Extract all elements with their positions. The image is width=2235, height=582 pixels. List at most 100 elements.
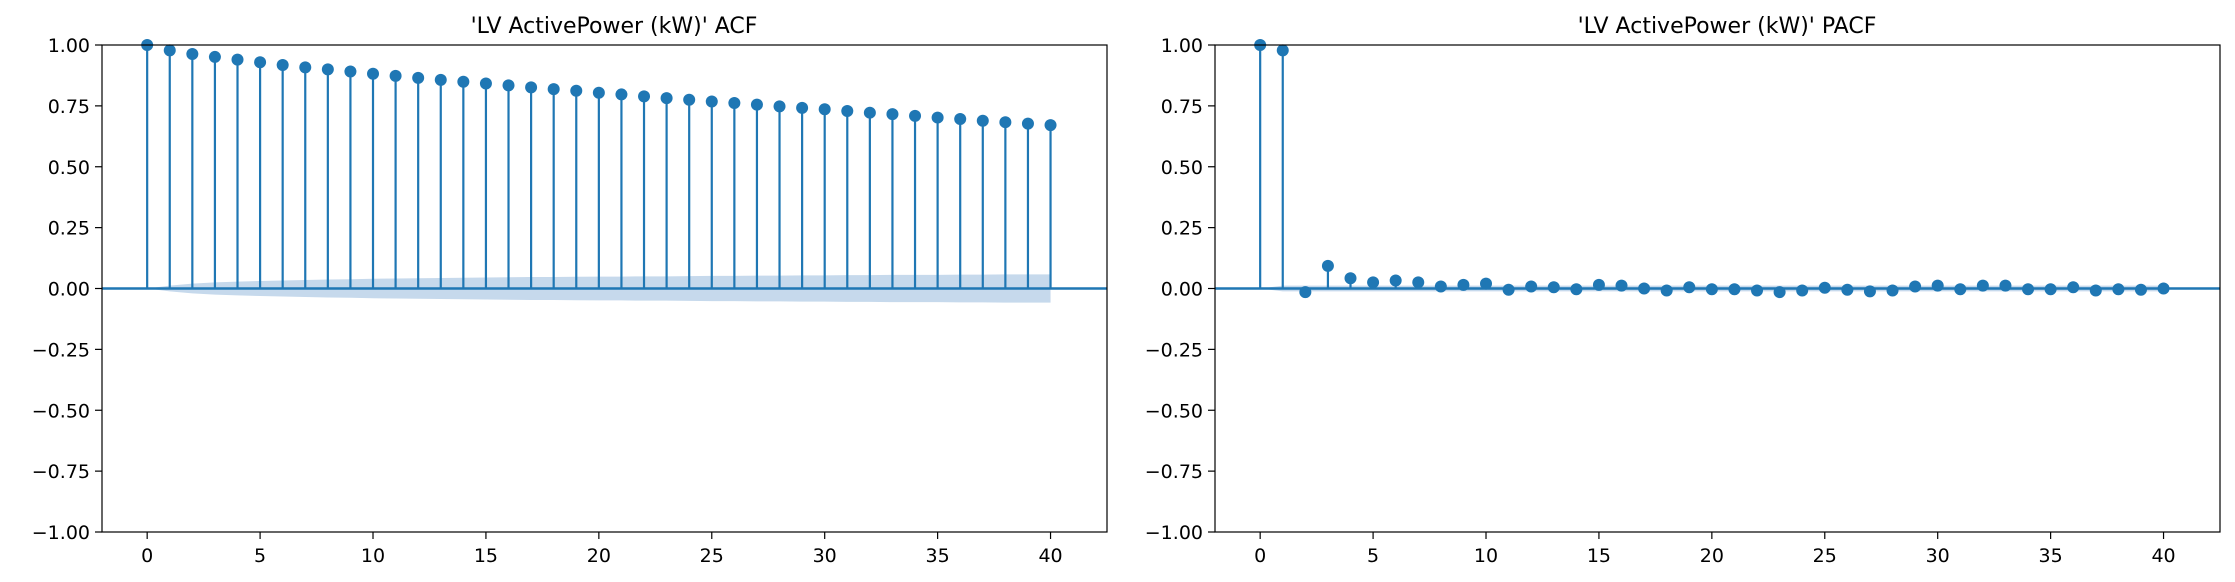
pacf-point	[1344, 272, 1357, 285]
pacf-point	[2112, 283, 2125, 296]
pacf-point	[1999, 279, 2012, 292]
pacf-point	[1863, 285, 1876, 298]
pacf-x-tick-label: 40	[2151, 545, 2175, 567]
pacf-point	[1683, 281, 1696, 294]
acf-point	[412, 71, 425, 84]
acf-point	[954, 113, 967, 126]
pacf-point	[1705, 283, 1718, 296]
acf-x-tick-label: 25	[700, 545, 724, 567]
acf-point	[909, 109, 922, 122]
pacf-point	[1773, 286, 1786, 299]
pacf-point	[2134, 283, 2147, 296]
pacf-point	[1909, 280, 1922, 293]
pacf-point	[1570, 283, 1583, 296]
acf-point	[999, 116, 1012, 129]
acf-x-tick-label: 10	[361, 545, 385, 567]
pacf-point	[1502, 283, 1515, 296]
acf-point	[254, 56, 267, 69]
pacf-point	[2157, 282, 2170, 295]
acf-point	[547, 83, 560, 96]
pacf-point	[1276, 44, 1289, 57]
acf-point	[841, 104, 854, 117]
acf-y-tick-label: −0.50	[32, 400, 90, 422]
acf-y-tick-label: −1.00	[32, 522, 90, 544]
acf-point	[863, 106, 876, 119]
acf-y-tick-label: 1.00	[48, 35, 90, 57]
pacf-y-tick-label: 0.00	[1161, 279, 1203, 301]
pacf-point	[2089, 284, 2102, 297]
acf-point	[321, 63, 334, 76]
acf-x-tick-label: 0	[141, 545, 153, 567]
pacf-point	[1434, 280, 1447, 293]
pacf-x-tick-label: 20	[1700, 545, 1724, 567]
acf-point	[1021, 117, 1034, 130]
acf-point	[570, 84, 583, 97]
acf-point	[683, 93, 696, 106]
acf-point	[976, 114, 989, 127]
acf-point	[818, 103, 831, 116]
acf-x-tick-label: 20	[587, 545, 611, 567]
pacf-point	[1931, 279, 1944, 292]
pacf-point	[1299, 286, 1312, 299]
pacf-point	[1818, 281, 1831, 294]
acf-point	[1044, 119, 1057, 132]
acf-point	[750, 98, 763, 111]
acf-point	[276, 58, 289, 71]
acf-panel: 'LV ActivePower (kW)' ACF 0 5 10 15 20 25 30 35…	[32, 14, 1108, 567]
pacf-point	[1886, 284, 1899, 297]
acf-point	[638, 90, 651, 103]
pacf-x-tick-label: 5	[1367, 545, 1379, 567]
pacf-y-tick-label: −0.25	[1145, 339, 1203, 361]
pacf-title: 'LV ActivePower (kW)' PACF	[1578, 14, 1877, 39]
pacf-point	[1480, 277, 1493, 290]
acf-point	[231, 53, 244, 66]
acf-title: 'LV ActivePower (kW)' ACF	[471, 14, 758, 39]
pacf-y-tick-label: −0.75	[1145, 461, 1203, 483]
acf-point	[367, 67, 380, 80]
pacf-point	[1525, 280, 1538, 293]
pacf-point	[2022, 283, 2035, 296]
pacf-x-tick-label: 30	[1926, 545, 1950, 567]
acf-x-tick-label: 40	[1038, 545, 1062, 567]
pacf-y-tick-label: 1.00	[1161, 35, 1203, 57]
pacf-panel: 'LV ActivePower (kW)' PACF 0 5 10 15 20 25 30 3…	[1145, 14, 2221, 567]
acf-point	[705, 95, 718, 108]
pacf-y-tick-label: 0.25	[1161, 218, 1203, 240]
acf-point	[728, 96, 741, 109]
pacf-y-tick-label: 0.75	[1161, 96, 1203, 118]
pacf-point	[2044, 283, 2057, 296]
pacf-y-tick-label: −0.50	[1145, 400, 1203, 422]
acf-point	[931, 111, 944, 124]
pacf-point	[1321, 259, 1334, 272]
pacf-point	[1751, 284, 1764, 297]
acf-point	[299, 61, 312, 74]
acf-y-tick-label: −0.75	[32, 461, 90, 483]
pacf-point	[1796, 284, 1809, 297]
pacf-y-tick-label: −1.00	[1145, 522, 1203, 544]
acf-point	[479, 77, 492, 90]
acf-point	[389, 69, 402, 82]
acf-y-tick-label: 0.25	[48, 218, 90, 240]
acf-point	[660, 92, 673, 105]
pacf-point	[1728, 283, 1741, 296]
acf-point	[615, 88, 628, 101]
acf-x-tick-label: 15	[474, 545, 498, 567]
acf-point	[208, 50, 221, 63]
pacf-x-tick-label: 10	[1474, 545, 1498, 567]
pacf-x-tick-label: 35	[2039, 545, 2063, 567]
acf-point	[344, 65, 357, 78]
pacf-x-tick-label: 15	[1587, 545, 1611, 567]
pacf-point	[1638, 282, 1651, 295]
acf-point	[773, 100, 786, 113]
pacf-point	[1615, 279, 1628, 292]
acf-point	[796, 101, 809, 114]
acf-y-tick-label: 0.75	[48, 96, 90, 118]
acf-y-tick-label: 0.50	[48, 157, 90, 179]
pacf-x-tick-label: 0	[1254, 545, 1266, 567]
acf-point	[525, 81, 538, 94]
pacf-point	[1389, 274, 1402, 287]
acf-x-tick-label: 30	[813, 545, 837, 567]
pacf-point	[1976, 279, 1989, 292]
acf-y-tick-label: −0.25	[32, 339, 90, 361]
